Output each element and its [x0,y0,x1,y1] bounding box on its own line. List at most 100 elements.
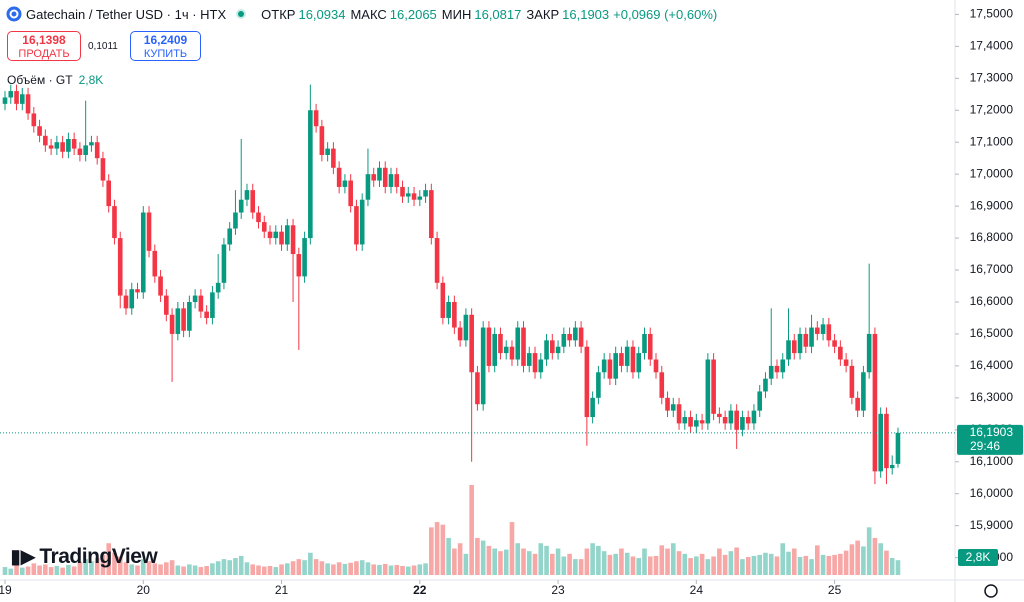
volume-bar [670,543,676,575]
volume-bar [192,565,198,575]
watermark-text: TradingView [39,545,158,568]
candle-body [872,333,878,472]
candle-body [14,91,19,104]
volume-bar [267,566,273,575]
candle-body [377,167,382,181]
volume-bar [521,548,526,575]
candle-body [66,139,71,152]
volume-bar [394,564,400,575]
candle-body [786,340,791,360]
candle-body [365,174,371,200]
volume-bar [630,556,636,575]
ohlc-value: 16,0817 [474,6,522,22]
candle-body [233,212,238,229]
candle-body [227,228,232,245]
candle-body [429,190,434,239]
volume-bar [745,557,751,575]
candle-body [699,420,705,424]
volume-bar [665,548,670,575]
candle-body [521,327,526,366]
volume-bar [8,568,14,575]
candle-body [267,231,273,239]
candle-body [694,420,699,427]
volume-bar [498,551,503,575]
volume-bar [642,548,647,575]
volume-bar [411,565,417,575]
x-tick-label: 22 [413,583,427,597]
header: Gatechain / Tether USD · 1ч · HTX ОТКР 16… [6,6,717,22]
volume-bar [215,561,221,575]
candle-body [359,199,365,245]
symbol-logo [6,6,22,22]
candle-body [423,190,428,197]
volume-bar [371,564,377,575]
volume-bar [578,559,584,575]
candle-body [210,292,215,318]
volume-bar [382,563,388,575]
volume-bar [509,522,515,575]
volume-bar [175,565,181,575]
settings-icon[interactable] [984,584,998,598]
candle-body [665,397,670,411]
candle-body [463,314,469,341]
volume-bar [584,548,590,575]
y-tick-label: 16,3000 [970,390,1014,404]
volume-bar [734,547,739,575]
sell-button[interactable]: 16,1398 ПРОДАТЬ [7,31,81,61]
volume-bar [601,551,607,575]
candle-body [642,333,647,354]
candle-body [129,289,135,309]
candle-body [336,167,342,187]
y-tick-label: 17,1000 [970,134,1014,148]
volume-bar [187,564,192,575]
candle-body [256,212,261,223]
volume-bar [826,555,832,575]
spread: 0,1011 [88,41,118,52]
candle-body [152,250,158,277]
candle-body [601,359,607,373]
volume-bar [359,560,365,575]
volume-bar [561,556,567,575]
volume-bar [457,543,463,575]
candle-body [498,333,503,354]
candle-body [889,464,895,469]
volume-bar [37,565,42,575]
candle-body [135,289,140,293]
ohlc-value: 16,0934 [298,6,346,22]
volume-bar [596,545,601,575]
candle-body [221,244,227,283]
candle-body [636,353,642,373]
candle-body [325,148,330,155]
candle-body [803,333,809,347]
candle-body [192,295,198,302]
price-tag-label: 16,1903 [970,425,1014,439]
candle-body [855,397,860,411]
candle-body [676,404,682,424]
candle-body [717,413,722,418]
volume-bar [694,556,699,575]
candle-body [849,365,855,398]
candle-body [630,346,636,373]
buy-button[interactable]: 16,2409 КУПИТЬ [130,31,201,61]
candle-body [187,301,192,331]
candle-body [561,333,567,347]
y-tick-label: 16,1000 [970,454,1014,468]
candle-body [861,372,866,411]
y-tick-label: 16,4000 [970,358,1014,372]
candle-body [826,324,832,341]
volume-bar [728,551,734,575]
candle-body [31,113,37,127]
candle-body [2,97,8,104]
candle-body [164,295,169,315]
volume-bar [809,559,814,575]
candle-body [244,190,250,200]
volume-bar [774,556,780,575]
volume-bar [94,558,100,575]
candle-body [313,110,319,127]
volume-bar [43,564,48,575]
ohlc-label: МИН [441,6,472,22]
volume-bar [331,564,336,575]
candle-body [555,346,561,354]
candle-body [279,231,284,245]
volume-bar [763,552,768,575]
